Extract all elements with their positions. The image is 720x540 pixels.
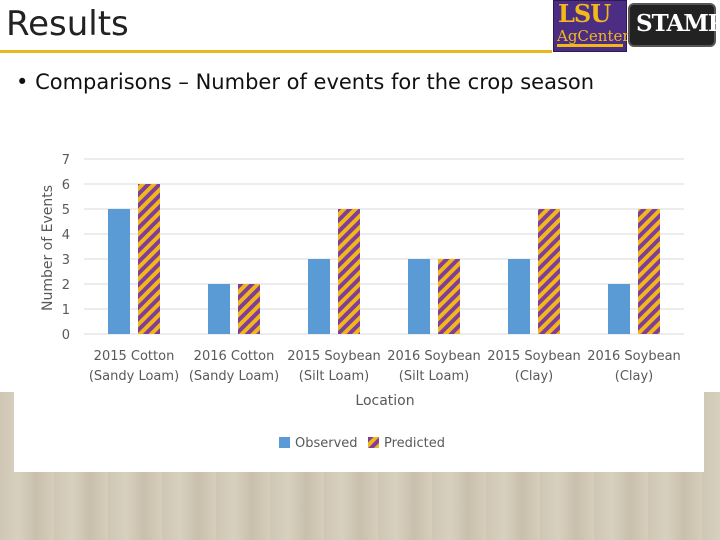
legend-label: Observed [295, 436, 358, 451]
lsu-logo-text: LSU [558, 0, 611, 28]
y-tick-label: 3 [62, 253, 70, 268]
chart-gridlines [84, 158, 684, 335]
x-tick-label: 2016 Cotton [194, 349, 275, 364]
stamp-logo-text: STAMP [636, 10, 720, 37]
y-tick-label: 4 [62, 228, 70, 243]
y-tick-label: 5 [62, 203, 70, 218]
agcenter-logo-text: AgCenter [557, 27, 630, 45]
x-tick-label: 2015 Soybean [487, 349, 581, 364]
y-tick-label: 7 [62, 153, 70, 168]
lsu-agcenter-logo: LSU AgCenter [553, 0, 630, 52]
bar-predicted [538, 209, 560, 334]
chart-container: 0 1 2 3 4 5 6 7 2015 Cotton (Sandy Loam) 2016 Cot… [14, 146, 704, 472]
x-axis-ticks: 2015 Cotton (Sandy Loam) 2016 Cotton (Sandy… [89, 349, 681, 384]
y-tick-label: 0 [62, 328, 70, 343]
bar-observed [408, 259, 430, 334]
bar-predicted [638, 209, 660, 334]
stamp-logo: STAMP [628, 3, 720, 47]
bullet-point: • Comparisons – Number of events for the… [16, 70, 595, 94]
x-tick-label: (Clay) [515, 369, 554, 384]
x-tick-label: 2015 Cotton [94, 349, 175, 364]
y-axis-ticks: 0 1 2 3 4 5 6 7 [62, 153, 70, 343]
bar-observed [508, 259, 530, 334]
logo-underline [557, 44, 623, 47]
x-axis-label: Location [355, 393, 414, 409]
legend-swatch-observed [279, 437, 290, 448]
bar-observed [208, 284, 230, 334]
y-axis-label: Number of Events [40, 185, 56, 311]
x-tick-label: (Sandy Loam) [189, 369, 279, 384]
x-tick-label: 2016 Soybean [387, 349, 481, 364]
chart-legend: Observed Predicted [279, 436, 445, 451]
x-tick-label: (Silt Loam) [399, 369, 469, 384]
slide-title: Results [6, 4, 129, 44]
bar-observed [608, 284, 630, 334]
chart-bars [108, 184, 660, 334]
y-tick-label: 1 [62, 303, 70, 318]
bullet-text: Comparisons – Number of events for the c… [35, 70, 595, 94]
bar-observed [108, 209, 130, 334]
x-tick-label: 2016 Soybean [587, 349, 681, 364]
x-tick-label: (Clay) [615, 369, 654, 384]
legend-label: Predicted [384, 436, 445, 451]
y-tick-label: 6 [62, 178, 70, 193]
legend-swatch-predicted [368, 437, 379, 448]
x-tick-label: (Sandy Loam) [89, 369, 179, 384]
x-tick-label: (Silt Loam) [299, 369, 369, 384]
bar-predicted [238, 284, 260, 334]
bar-predicted [138, 184, 160, 334]
bar-chart: 0 1 2 3 4 5 6 7 2015 Cotton (Sandy Loam) 2016 Cot… [40, 153, 684, 451]
bar-predicted [338, 209, 360, 334]
bar-observed [308, 259, 330, 334]
x-tick-label: 2015 Soybean [287, 349, 381, 364]
bar-predicted [438, 259, 460, 334]
title-bar: Results [0, 0, 552, 53]
y-tick-label: 2 [62, 278, 70, 293]
